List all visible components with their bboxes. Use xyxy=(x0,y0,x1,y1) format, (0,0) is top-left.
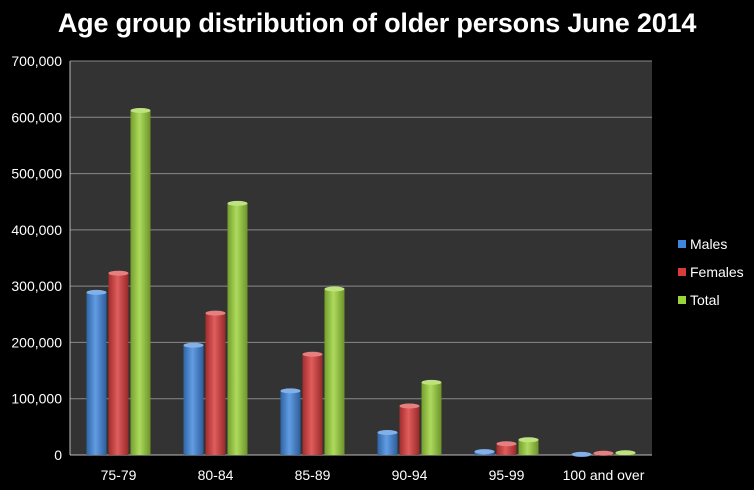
bar-females xyxy=(496,443,517,455)
bar-top-males xyxy=(86,289,107,295)
x-tick-label: 80-84 xyxy=(198,467,234,483)
bar-top-males xyxy=(183,342,204,348)
chart-legend: Males Females Total xyxy=(678,230,744,314)
legend-item-total: Total xyxy=(678,286,744,314)
bar-total xyxy=(324,288,345,455)
bar-top-females xyxy=(205,310,226,316)
legend-label: Females xyxy=(690,264,744,280)
bar-top-total xyxy=(130,108,151,114)
bar-top-total xyxy=(324,286,345,292)
chart-title: Age group distribution of older persons … xyxy=(57,8,697,38)
x-tick-label: 90-94 xyxy=(392,467,428,483)
legend-swatch xyxy=(678,268,686,276)
bar-top-total xyxy=(518,437,539,443)
x-tick-label: 85-89 xyxy=(295,467,331,483)
bar-top-females xyxy=(496,441,517,447)
bar-top-females xyxy=(593,450,614,456)
bar-males xyxy=(86,292,107,455)
bar-top-total xyxy=(421,379,442,385)
x-tick-label: 100 and over xyxy=(563,467,645,483)
y-tick-label: 0 xyxy=(54,447,62,463)
bar-females xyxy=(205,313,226,455)
legend-label: Total xyxy=(690,292,720,308)
legend-swatch xyxy=(678,240,686,248)
y-tick-label: 500,000 xyxy=(11,166,62,182)
bar-top-males xyxy=(474,449,495,455)
legend-label: Males xyxy=(690,236,728,252)
bar-top-males xyxy=(571,451,592,457)
bar-total xyxy=(227,203,248,455)
legend-item-males: Males xyxy=(678,230,744,258)
bar-males xyxy=(183,345,204,455)
y-tick-label: 300,000 xyxy=(11,278,62,294)
bar-top-females xyxy=(108,270,129,276)
bar-total xyxy=(421,382,442,455)
bar-females xyxy=(108,273,129,455)
bar-females xyxy=(302,354,323,455)
plot-area xyxy=(70,61,652,455)
bar-total xyxy=(518,439,539,455)
bar-females xyxy=(399,406,420,455)
x-tick-label: 95-99 xyxy=(489,467,525,483)
y-tick-label: 700,000 xyxy=(11,53,62,69)
bar-total xyxy=(130,110,151,455)
bar-top-males xyxy=(377,429,398,435)
bar-males xyxy=(377,432,398,455)
bar-top-females xyxy=(399,403,420,409)
y-tick-label: 200,000 xyxy=(11,334,62,350)
bar-top-total xyxy=(615,450,636,456)
x-tick-label: 75-79 xyxy=(101,467,137,483)
bar-top-total xyxy=(227,200,248,206)
y-tick-label: 100,000 xyxy=(11,391,62,407)
y-tick-label: 400,000 xyxy=(11,222,62,238)
bar-top-males xyxy=(280,388,301,394)
legend-swatch xyxy=(678,296,686,304)
y-tick-label: 600,000 xyxy=(11,109,62,125)
bar-top-females xyxy=(302,351,323,357)
legend-item-females: Females xyxy=(678,258,744,286)
bar-males xyxy=(280,390,301,455)
